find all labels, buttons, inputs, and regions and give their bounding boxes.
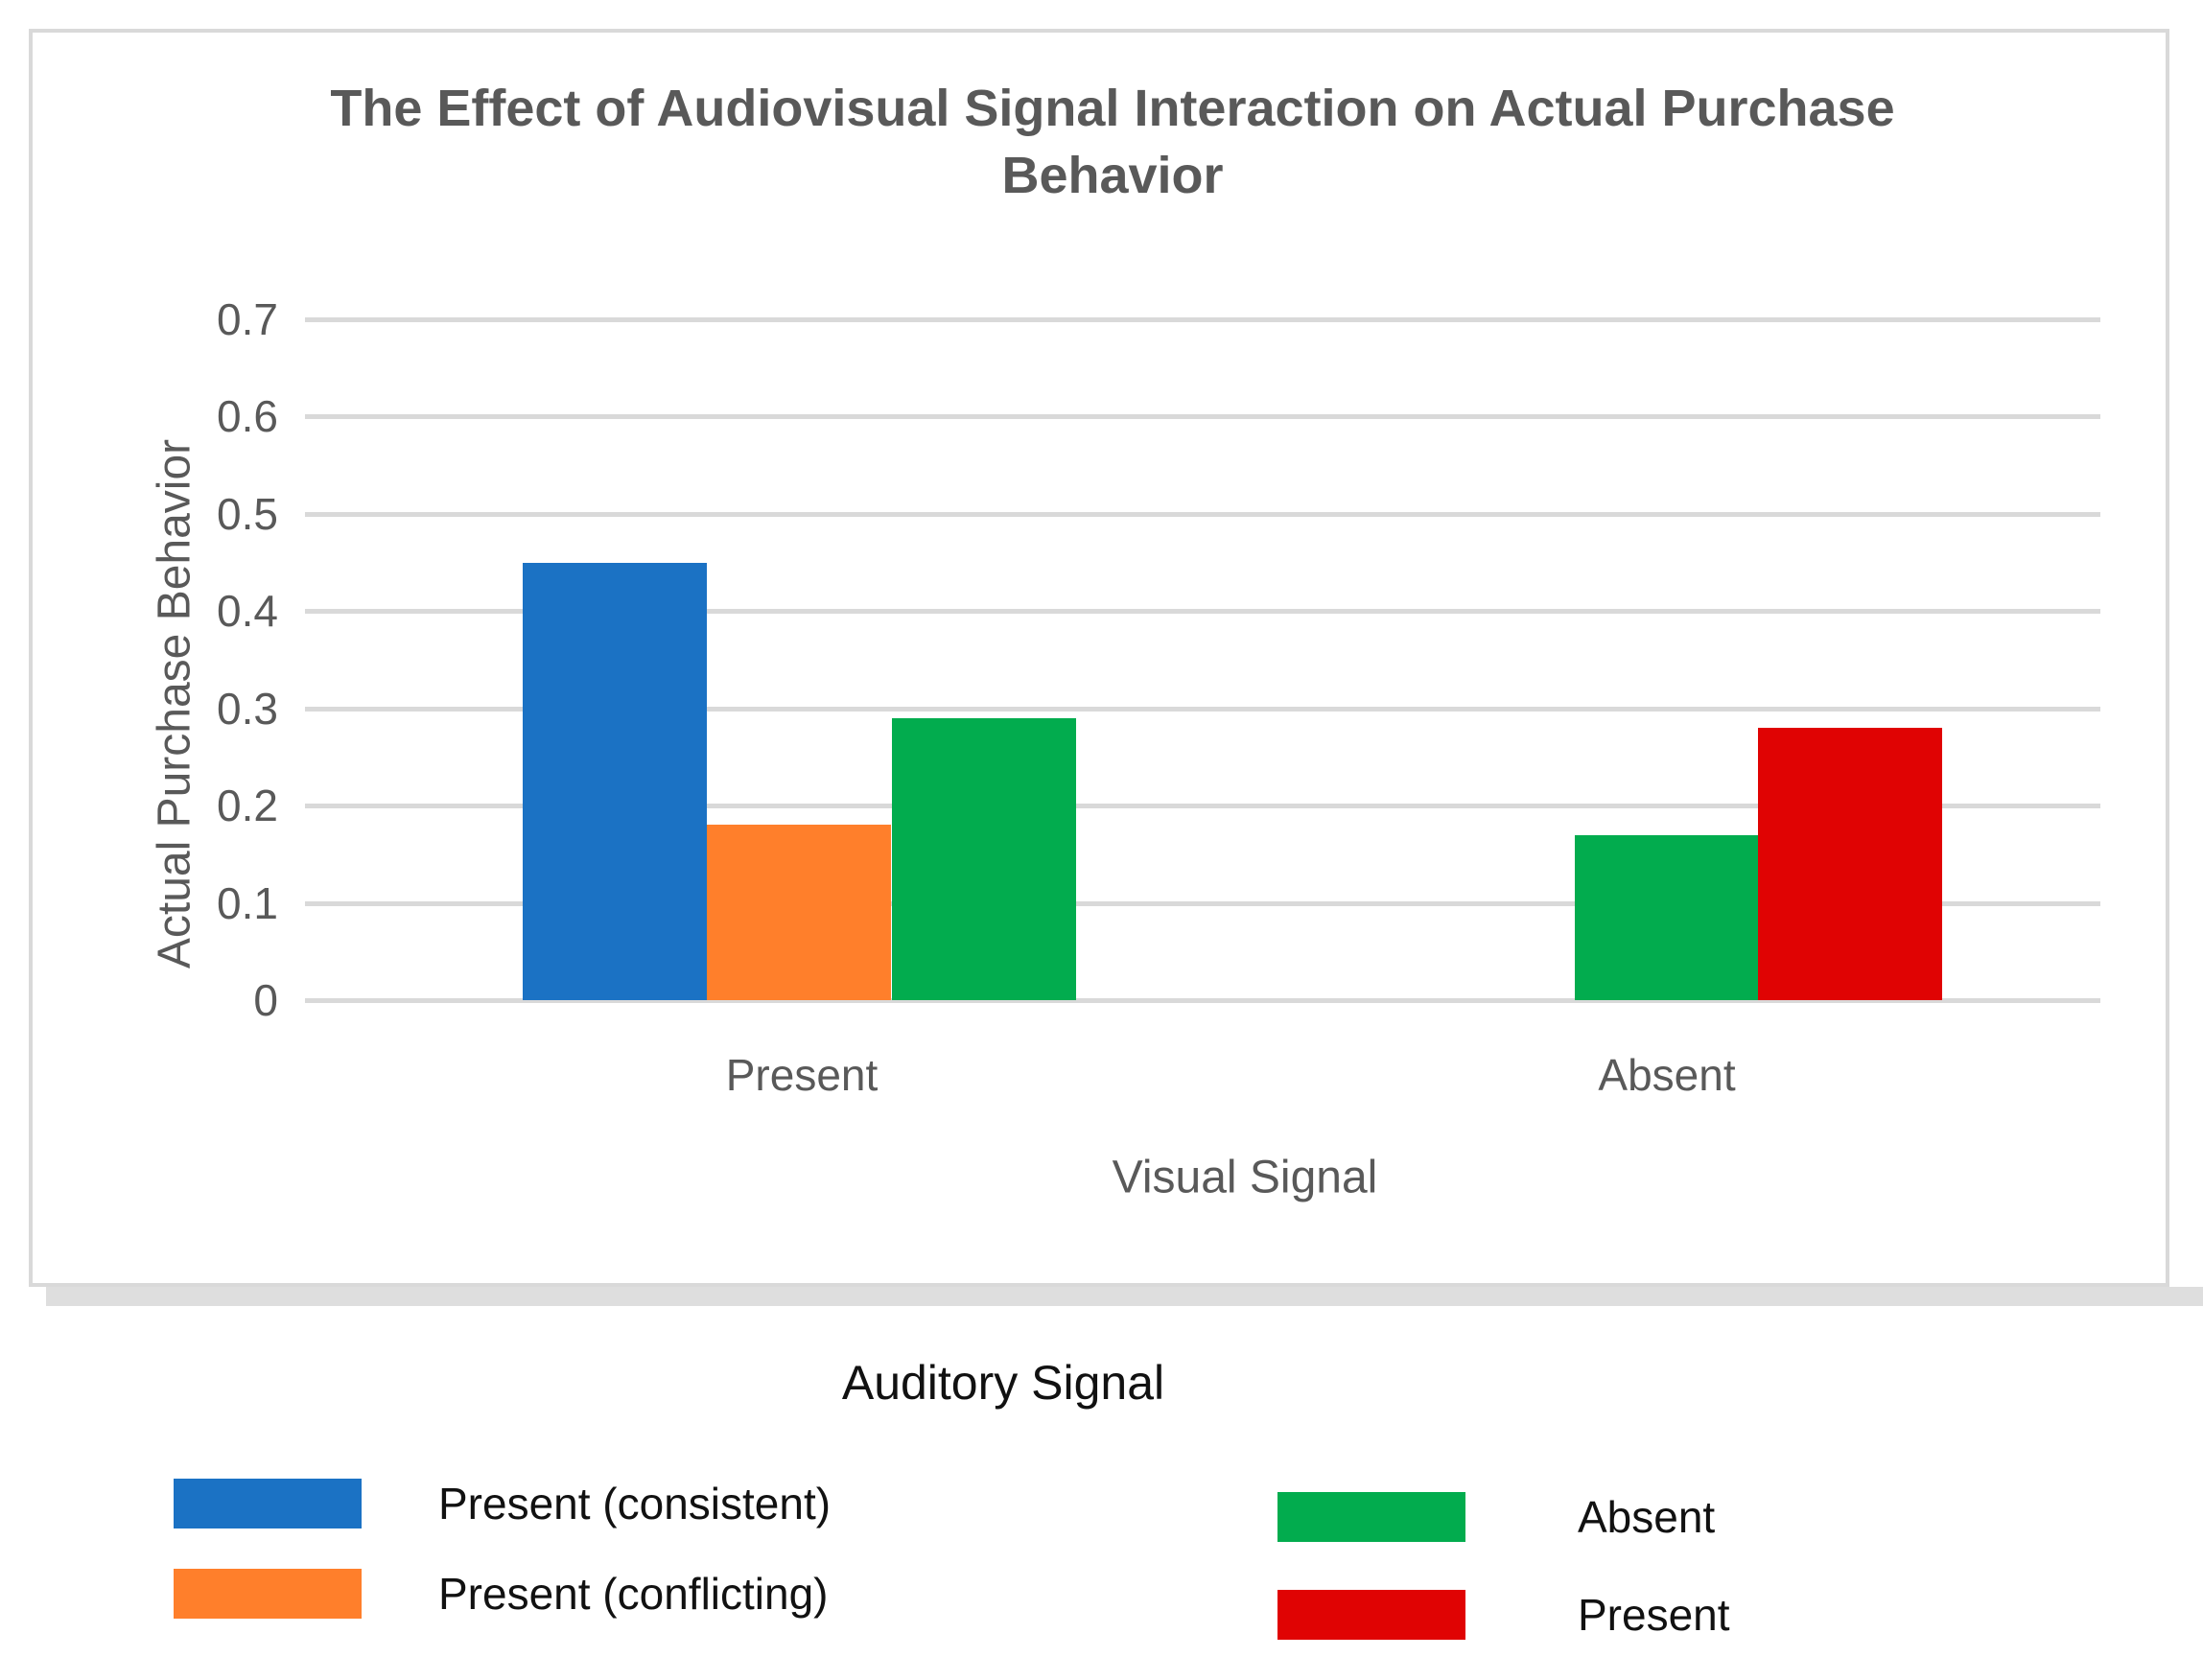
chart-title: The Effect of Audiovisual Signal Interac… — [330, 80, 1895, 205]
legend-swatch-absent — [1277, 1492, 1465, 1542]
gridline — [305, 804, 2100, 809]
legend-label-present-conflicting: Present (conflicting) — [438, 1569, 829, 1619]
y-tick-label: 0.2 — [217, 781, 278, 831]
y-tick-label: 0.3 — [217, 683, 278, 734]
legend-swatch-present-consistent — [174, 1479, 362, 1528]
legend-swatch-present-conflicting — [174, 1569, 362, 1619]
y-tick-label: 0 — [253, 975, 278, 1025]
y-tick-label: 0.7 — [217, 293, 278, 344]
legend-title: Auditory Signal — [841, 1356, 1165, 1410]
bar-absent-absent — [1575, 835, 1759, 1000]
legend-label-present-consistent: Present (consistent) — [438, 1479, 832, 1528]
y-tick-label: 0.6 — [217, 391, 278, 442]
gridline — [305, 414, 2100, 420]
gridline — [305, 609, 2100, 615]
y-tick-label: 0.4 — [217, 586, 278, 637]
gridline — [305, 900, 2100, 906]
gridline — [305, 511, 2100, 517]
y-tick-label: 0.5 — [217, 488, 278, 539]
x-tick-label-present: Present — [725, 1050, 879, 1100]
legend-label-present: Present — [1578, 1590, 1730, 1640]
y-tick-label: 0.1 — [217, 877, 278, 928]
chart-frame — [29, 29, 2169, 1287]
bar-absent-present — [892, 718, 1076, 1000]
legend-swatch-present — [1277, 1590, 1465, 1640]
x-axis-title: Visual Signal — [1112, 1152, 1378, 1203]
chart-frame-shadow — [46, 1287, 2203, 1306]
gridline — [305, 316, 2100, 322]
bar-present-conflicting-present — [707, 825, 891, 1000]
bar-present-absent — [1758, 728, 1942, 1000]
bar-present-consistent-present — [523, 563, 707, 1000]
gridline — [305, 998, 2100, 1003]
gridline — [305, 706, 2100, 712]
x-tick-label-absent: Absent — [1598, 1050, 1736, 1100]
legend-label-absent: Absent — [1578, 1492, 1716, 1542]
